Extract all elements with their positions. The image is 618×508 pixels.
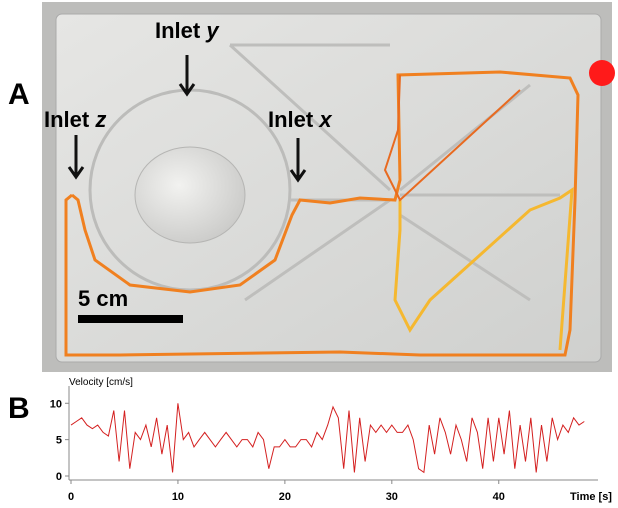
x-tick-label: 40 — [493, 491, 505, 503]
inlet-text: Inlet — [155, 18, 201, 43]
inlet-label: Inlet z — [44, 107, 106, 132]
figure: A B Inlet y Inlet z Inlet x 5 cm Velocit… — [0, 0, 618, 508]
velocity-line — [71, 403, 584, 472]
inlet-variable: z — [94, 107, 106, 132]
inlet-text: Inlet — [268, 107, 314, 132]
y-tick-label: 5 — [56, 435, 62, 447]
panel-label: A — [8, 78, 30, 111]
inlet-label: Inlet y — [155, 18, 220, 43]
scale-label: 5 cm — [78, 286, 128, 311]
inlet-variable: x — [318, 107, 332, 132]
x-tick-label: 10 — [172, 491, 184, 503]
velocity-chart: Velocity [cm/s] Time [s] 0 5 10 0 10 20 30 40 — [50, 377, 613, 503]
x-tick-label: 20 — [279, 491, 291, 503]
x-axis-label: Time [s] — [570, 491, 612, 503]
inlet-text: Inlet — [44, 107, 90, 132]
x-tick-label: 0 — [68, 491, 74, 503]
y-tick-label: 0 — [56, 471, 62, 483]
inlet-variable: y — [205, 18, 220, 43]
photo — [42, 2, 615, 372]
inlet-label: Inlet x — [268, 107, 332, 132]
y-axis-label: Velocity [cm/s] — [69, 377, 133, 388]
y-tick-label: 10 — [50, 398, 62, 410]
panel-label: B — [8, 392, 30, 425]
x-tick-label: 30 — [386, 491, 398, 503]
